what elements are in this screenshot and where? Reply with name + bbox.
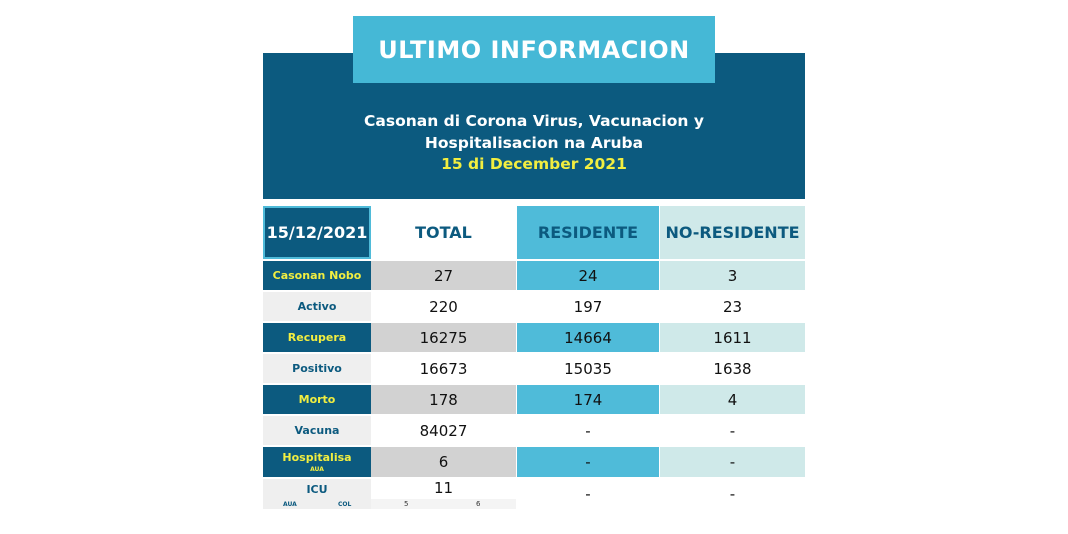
header-line-2: Hospitalisacion na Aruba xyxy=(424,134,644,152)
cell-residente: 14664 xyxy=(517,323,659,352)
icu-aua-value: 5 xyxy=(404,500,409,508)
row-sublabel: AUA xyxy=(310,466,324,473)
col-header-total: TOTAL xyxy=(371,206,516,259)
cell-residente: - xyxy=(517,447,659,477)
cell-no-residente: - xyxy=(660,416,805,445)
row-label: Recupera xyxy=(263,323,371,352)
cell-residente: 174 xyxy=(517,385,659,414)
icu-col-value: 6 xyxy=(476,500,481,508)
cell-total: 16275 xyxy=(371,323,516,352)
col-header-no-residente: NO-RESIDENTE xyxy=(660,206,805,259)
row-label-cell: Hospitalisa AUA xyxy=(263,447,371,477)
cell-total: 16673 xyxy=(371,354,516,383)
header-line-1: Casonan di Corona Virus, Vacunacion y xyxy=(364,112,704,130)
cell-total: 84027 xyxy=(371,416,516,445)
row-label: Vacuna xyxy=(263,416,371,445)
col-header-date: 15/12/2021 xyxy=(263,206,371,259)
cell-no-residente: 1611 xyxy=(660,323,805,352)
row-label: Positivo xyxy=(263,354,371,383)
cell-residente: 15035 xyxy=(517,354,659,383)
cell-residente: - xyxy=(517,416,659,445)
row-label: Activo xyxy=(263,292,371,321)
cell-no-residente: - xyxy=(660,479,805,509)
cell-no-residente: 23 xyxy=(660,292,805,321)
cell-residente: - xyxy=(517,479,659,509)
col-header-residente: RESIDENTE xyxy=(517,206,659,259)
row-label: ICU xyxy=(263,479,371,499)
row-label: Hospitalisa xyxy=(282,451,352,464)
row-label: Casonan Nobo xyxy=(263,261,371,290)
title-banner: ULTIMO INFORMACION xyxy=(353,16,715,83)
cell-no-residente: - xyxy=(660,447,805,477)
cell-total: 220 xyxy=(371,292,516,321)
icu-col-label: COL xyxy=(338,501,352,508)
cell-residente: 24 xyxy=(517,261,659,290)
row-label: Morto xyxy=(263,385,371,414)
cell-no-residente: 4 xyxy=(660,385,805,414)
cell-residente: 197 xyxy=(517,292,659,321)
cell-no-residente: 1638 xyxy=(660,354,805,383)
cell-total: 178 xyxy=(371,385,516,414)
icu-breakdown-values-strip xyxy=(371,499,516,509)
cell-total: 11 xyxy=(371,477,516,499)
cell-no-residente: 3 xyxy=(660,261,805,290)
cell-total: 6 xyxy=(371,447,516,477)
header-date: 15 di December 2021 xyxy=(441,155,627,173)
icu-breakdown-strip xyxy=(263,499,371,509)
cell-total: 27 xyxy=(371,261,516,290)
icu-aua-label: AUA xyxy=(283,501,297,508)
